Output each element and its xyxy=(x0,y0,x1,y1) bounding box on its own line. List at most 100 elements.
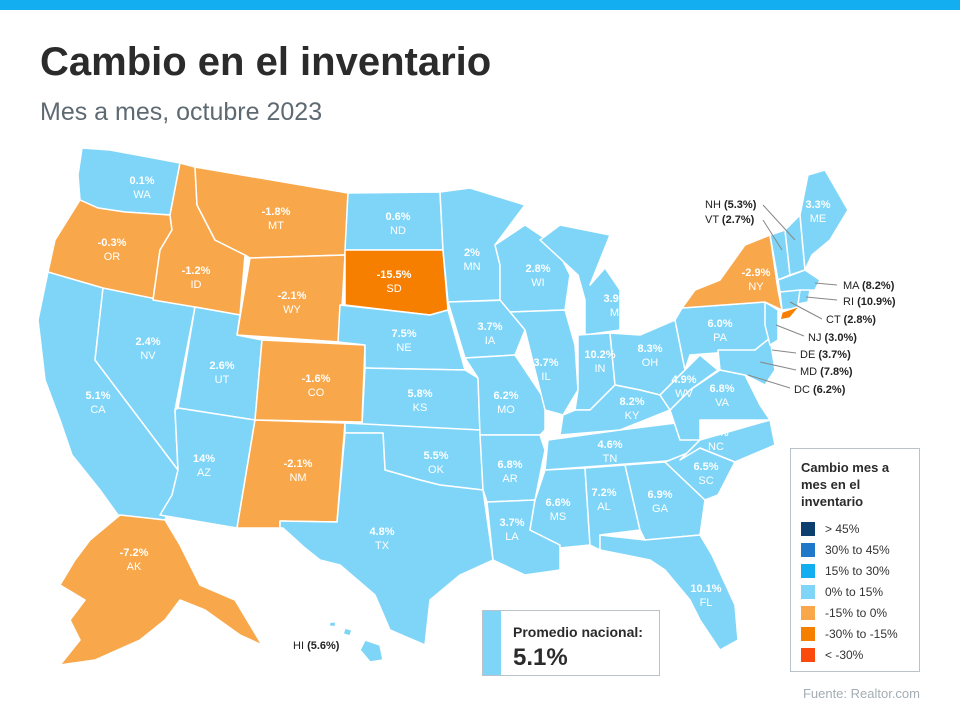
state-label-fl: 10.1% FL xyxy=(690,583,721,609)
leader-dc xyxy=(747,374,791,389)
state-value-ks: 5.8% xyxy=(407,388,432,400)
state-code-mo: MO xyxy=(497,404,515,416)
state-label-nd: 0.6% ND xyxy=(385,211,410,237)
state-value-tn: 4.6% xyxy=(597,439,622,451)
state-value-id: -1.2% xyxy=(182,265,211,277)
state-code-ut: UT xyxy=(215,374,230,386)
national-average-label: Promedio nacional: xyxy=(513,624,643,640)
callout-md: MD (7.8%) xyxy=(800,366,853,378)
leader-nh xyxy=(762,204,796,241)
legend-swatch xyxy=(801,521,815,536)
state-il xyxy=(509,309,579,416)
legend-label: < -30% xyxy=(825,647,864,662)
state-label-wi: 2.8% WI xyxy=(525,263,550,289)
state-label-oh: 8.3% OH xyxy=(637,343,662,369)
state-label-mn: 2% MN xyxy=(463,247,480,273)
state-label-or: -0.3% OR xyxy=(98,237,127,263)
state-label-mi: 3.9% MI xyxy=(603,293,628,319)
state-code-tn: TN xyxy=(603,453,618,465)
state-code-sc: SC xyxy=(698,475,713,487)
state-code-nm: NM xyxy=(289,472,306,484)
state-code-oh: OH xyxy=(642,357,659,369)
state-code-ar: AR xyxy=(502,473,517,485)
state-value-ia: 3.7% xyxy=(477,321,502,333)
state-label-la: 3.7% LA xyxy=(499,517,524,543)
state-value-nd: 0.6% xyxy=(385,211,410,223)
state-value-ca: 5.1% xyxy=(85,390,110,402)
state-value-nc: 8.1% xyxy=(703,427,728,439)
state-label-ak: -7.2% AK xyxy=(120,547,149,573)
state-ny-long-island xyxy=(779,305,801,321)
state-md xyxy=(717,337,776,386)
callout-dc: DC (6.2%) xyxy=(794,384,846,396)
state-label-ga: 6.9% GA xyxy=(647,489,672,515)
state-code-il: IL xyxy=(541,371,550,383)
state-code-fl: FL xyxy=(700,597,713,609)
legend-label: 0% to 15% xyxy=(825,584,884,599)
state-code-ms: MS xyxy=(550,511,567,523)
state-value-il: 3.7% xyxy=(533,357,558,369)
state-hi xyxy=(359,639,384,663)
state-value-nm: -2.1% xyxy=(284,458,313,470)
state-code-az: AZ xyxy=(197,467,211,479)
state-label-wv: 4.9% WV xyxy=(671,374,696,400)
leader-ct xyxy=(789,301,823,320)
state-label-me: 3.3% ME xyxy=(805,199,830,225)
state-code-in: IN xyxy=(595,363,606,375)
state-value-ar: 6.8% xyxy=(497,459,522,471)
state-code-ny: NY xyxy=(748,281,764,293)
state-code-wv: WV xyxy=(675,388,693,400)
leader-ma xyxy=(814,282,838,286)
legend: Cambio mes a mes en el inventario > 45% 3… xyxy=(790,448,920,672)
state-code-wy: WY xyxy=(283,304,301,316)
state-hi-island-2 xyxy=(342,627,353,637)
state-code-mi: MI xyxy=(610,307,622,319)
legend-label: -30% to -15% xyxy=(825,626,898,641)
state-code-ky: KY xyxy=(625,410,640,422)
legend-item: 30% to 45% xyxy=(801,539,909,560)
legend-swatch xyxy=(801,542,815,557)
legend-swatch xyxy=(801,647,815,662)
state-label-nm: -2.1% NM xyxy=(284,458,313,484)
callout-de: DE (3.7%) xyxy=(800,349,851,361)
callout-ct: CT (2.8%) xyxy=(826,314,876,326)
legend-swatch xyxy=(801,626,815,641)
state-code-ne: NE xyxy=(396,342,411,354)
state-label-ok: 5.5% OK xyxy=(423,450,448,476)
state-value-ny: -2.9% xyxy=(742,267,771,279)
state-me xyxy=(799,169,849,271)
legend-swatch xyxy=(801,563,815,578)
legend-item: -15% to 0% xyxy=(801,602,909,623)
legend-item: < -30% xyxy=(801,644,909,665)
national-average-swatch xyxy=(483,611,501,675)
state-label-ks: 5.8% KS xyxy=(407,388,432,414)
callout-ri: RI (10.9%) xyxy=(843,296,896,308)
state-value-ok: 5.5% xyxy=(423,450,448,462)
state-code-co: CO xyxy=(308,387,325,399)
legend-swatch xyxy=(801,605,815,620)
state-code-ok: OK xyxy=(428,464,445,476)
state-code-mn: MN xyxy=(463,261,480,273)
state-label-in: 10.2% IN xyxy=(584,349,615,375)
state-label-va: 6.8% VA xyxy=(709,383,734,409)
leader-ri xyxy=(805,296,838,301)
state-value-sc: 6.5% xyxy=(693,461,718,473)
state-value-ky: 8.2% xyxy=(619,396,644,408)
state-value-wv: 4.9% xyxy=(671,374,696,386)
state-code-wi: WI xyxy=(531,277,544,289)
state-label-nc: 8.1% NC xyxy=(703,427,728,453)
page-title: Cambio en el inventario xyxy=(40,40,492,84)
state-ak xyxy=(59,514,263,666)
state-value-or: -0.3% xyxy=(98,237,127,249)
state-code-nc: NC xyxy=(708,441,724,453)
state-mi xyxy=(539,224,621,336)
callout-nj: NJ (3.0%) xyxy=(808,332,857,344)
legend-item: > 45% xyxy=(801,518,909,539)
national-average-box: Promedio nacional: 5.1% xyxy=(482,610,660,676)
state-mo xyxy=(464,354,546,436)
state-label-mt: -1.8% MT xyxy=(262,206,291,232)
state-value-me: 3.3% xyxy=(805,199,830,211)
source-credit: Fuente: Realtor.com xyxy=(802,686,920,701)
state-value-la: 3.7% xyxy=(499,517,524,529)
